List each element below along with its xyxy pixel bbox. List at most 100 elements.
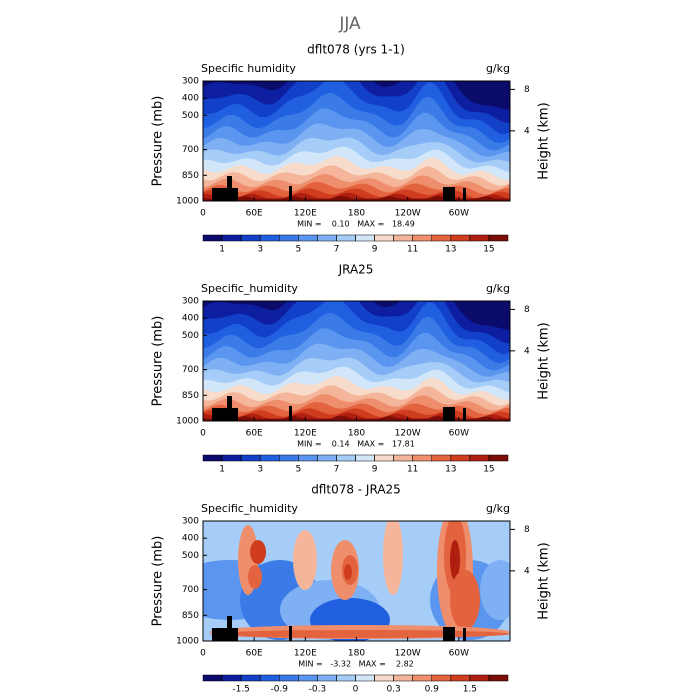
colorbar-box — [202, 234, 223, 242]
y-tick-label: 300 — [182, 297, 199, 307]
topography — [227, 616, 232, 641]
colorbar-box — [412, 674, 432, 682]
colorbar-box — [259, 674, 280, 682]
contour-fill — [250, 540, 266, 564]
x-tick-label: 120E — [294, 649, 317, 659]
panel-title: dflt078 (yrs 1-1) — [307, 43, 405, 57]
contour-field — [203, 521, 510, 641]
colorbar-box — [450, 234, 471, 242]
y-tick-label: 400 — [182, 314, 199, 324]
colorbar-box — [393, 454, 413, 462]
colorbar-box — [221, 234, 242, 242]
x-tick-label: 120E — [294, 209, 317, 219]
colorbar-box — [469, 234, 490, 242]
y-tick-label: 500 — [182, 331, 199, 341]
colorbar-box — [412, 454, 432, 462]
contour-fill — [450, 570, 480, 630]
y-tick-label: 850 — [182, 391, 199, 401]
colorbar-box — [279, 234, 299, 242]
colorbar-box — [221, 454, 242, 462]
panel-title: JRA25 — [338, 263, 374, 277]
colorbar-tick-label: 9 — [372, 245, 378, 255]
colorbar-box — [317, 234, 337, 242]
x-tick-label: 120W — [395, 649, 421, 659]
colorbar-tick-label: 13 — [445, 465, 456, 475]
topography — [443, 627, 455, 641]
colorbar-tick-label: 1 — [219, 245, 225, 255]
y-tick-label: 700 — [182, 145, 199, 155]
x-tick-label: 0 — [200, 209, 206, 219]
colorbar-box — [450, 674, 471, 682]
contour-field — [203, 301, 510, 421]
x-tick-label: 60E — [246, 209, 263, 219]
colorbar-box — [412, 234, 432, 242]
x-tick-label: 180 — [348, 429, 365, 439]
topography — [463, 628, 466, 641]
contour-field — [203, 81, 510, 201]
y2-tick-label: 4 — [524, 566, 530, 576]
colorbar-tick-label: 1.5 — [463, 685, 477, 695]
x-tick-label: 0 — [200, 649, 206, 659]
colorbar-box — [488, 674, 509, 682]
colorbar-box — [202, 454, 223, 462]
topography — [212, 188, 238, 201]
units-label: g/kg — [486, 502, 510, 515]
y2-tick-label: 8 — [524, 525, 530, 535]
colorbar-box — [469, 454, 490, 462]
y-tick-label: 1000 — [176, 637, 199, 647]
colorbar-box — [393, 674, 413, 682]
colorbar-box — [279, 674, 299, 682]
colorbar-tick-label: 0.3 — [386, 685, 400, 695]
units-label: g/kg — [486, 282, 510, 295]
colorbar-tick-label: 11 — [407, 245, 418, 255]
x-tick-label: 60W — [449, 429, 469, 439]
colorbar-box — [393, 234, 413, 242]
colorbar-tick-label: 11 — [407, 465, 418, 475]
colorbar-box — [374, 234, 394, 242]
x-tick-label: 180 — [348, 649, 365, 659]
colorbar-box — [279, 454, 299, 462]
colorbar-box — [374, 674, 394, 682]
y2-axis-label: Height (km) — [537, 542, 552, 619]
colorbar-box — [240, 454, 261, 462]
x-tick-label: 120W — [395, 429, 421, 439]
colorbar-box — [202, 674, 223, 682]
colorbar-box — [355, 234, 375, 242]
y-tick-label: 1000 — [176, 197, 199, 207]
colorbar-box — [431, 674, 452, 682]
colorbar-tick-label: 15 — [483, 465, 494, 475]
colorbar-box — [488, 234, 509, 242]
y-axis-label: Pressure (mb) — [151, 316, 166, 407]
y2-tick-label: 4 — [524, 346, 530, 356]
x-tick-label: 0 — [200, 429, 206, 439]
contour-fill — [248, 565, 262, 589]
topography — [289, 186, 292, 201]
colorbar-tick-label: 0.9 — [425, 685, 440, 695]
topography — [227, 396, 232, 421]
x-tick-label: 180 — [348, 209, 365, 219]
colorbar-tick-label: 15 — [483, 245, 494, 255]
colorbar-box — [336, 454, 356, 462]
stats: MIN = 0.10 MAX = 18.49 — [297, 220, 415, 229]
y-tick-label: 400 — [182, 534, 199, 544]
colorbar-box — [374, 454, 394, 462]
colorbar-box — [317, 674, 337, 682]
colorbar-tick-label: -1.5 — [232, 685, 250, 695]
x-tick-label: 60W — [449, 649, 469, 659]
contour-fill — [383, 521, 403, 595]
y2-tick-label: 8 — [524, 305, 530, 315]
x-tick-label: 120W — [395, 209, 421, 219]
topography — [289, 626, 292, 641]
colorbar-tick-label: -0.9 — [270, 685, 288, 695]
x-tick-label: 60W — [449, 209, 469, 219]
x-tick-label: 60E — [246, 649, 263, 659]
left-label: Specific humidity — [201, 62, 296, 75]
x-tick-label: 120E — [294, 429, 317, 439]
stats: MIN = 0.14 MAX = 17.81 — [297, 440, 415, 449]
topography — [463, 188, 466, 201]
y-tick-label: 700 — [182, 365, 199, 375]
colorbar-box — [259, 454, 280, 462]
y-tick-label: 300 — [182, 77, 199, 87]
colorbar-tick-label: 1 — [219, 465, 225, 475]
topography — [212, 628, 238, 641]
